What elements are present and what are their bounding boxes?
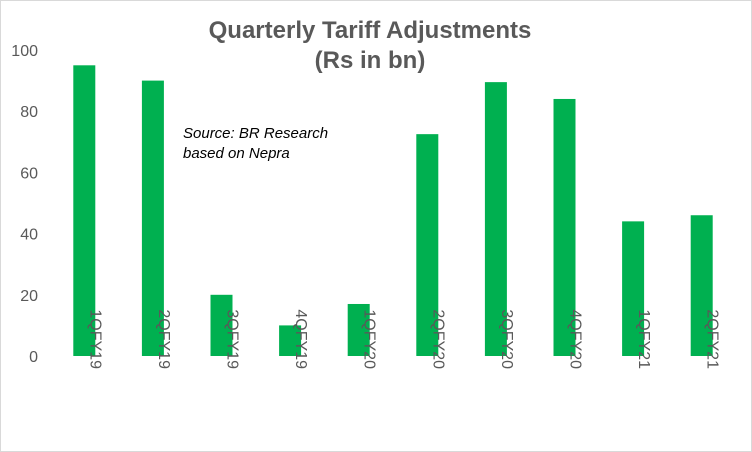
x-tick-label: 3QFY19 [224,309,241,369]
bar [553,98,576,357]
source-annotation: Source: BR Research based on Nepra [183,125,329,162]
x-tick-label: 2QFY21 [704,309,721,369]
bar [279,325,302,356]
y-tick-label: 40 [20,227,38,244]
x-tick-label: 4QFY20 [567,309,584,369]
bar [347,303,370,356]
bar [690,215,713,356]
x-tick-label: 3QFY20 [498,309,515,369]
bar [484,82,507,356]
bars [73,65,713,357]
y-tick-label: 0 [29,349,38,366]
x-tick-label: 2QFY20 [429,309,446,369]
x-axis-ticks: 1QFY19 2QFY19 3QFY19 4QFY19 1QFY20 2QFY20 3QFY… [86,309,720,369]
x-tick-label: 4QFY19 [292,309,309,369]
y-tick-label: 20 [20,288,38,305]
y-axis-ticks: 0 20 40 60 80 100 [11,43,38,366]
y-tick-label: 80 [20,104,38,121]
x-tick-label: 2QFY19 [155,309,172,369]
x-tick-label: 1QFY19 [86,309,103,369]
y-tick-label: 100 [11,43,38,60]
x-tick-label: 1QFY21 [635,309,652,369]
x-tick-label: 1QFY20 [361,309,378,369]
bar [73,65,96,357]
chart-title: Quarterly Tariff Adjustments [208,17,532,44]
bar [622,221,645,356]
bar [416,134,439,356]
y-tick-label: 60 [20,165,38,182]
chart-subtitle: (Rs in bn) [314,47,426,74]
bar [210,294,233,356]
bar [141,80,164,356]
